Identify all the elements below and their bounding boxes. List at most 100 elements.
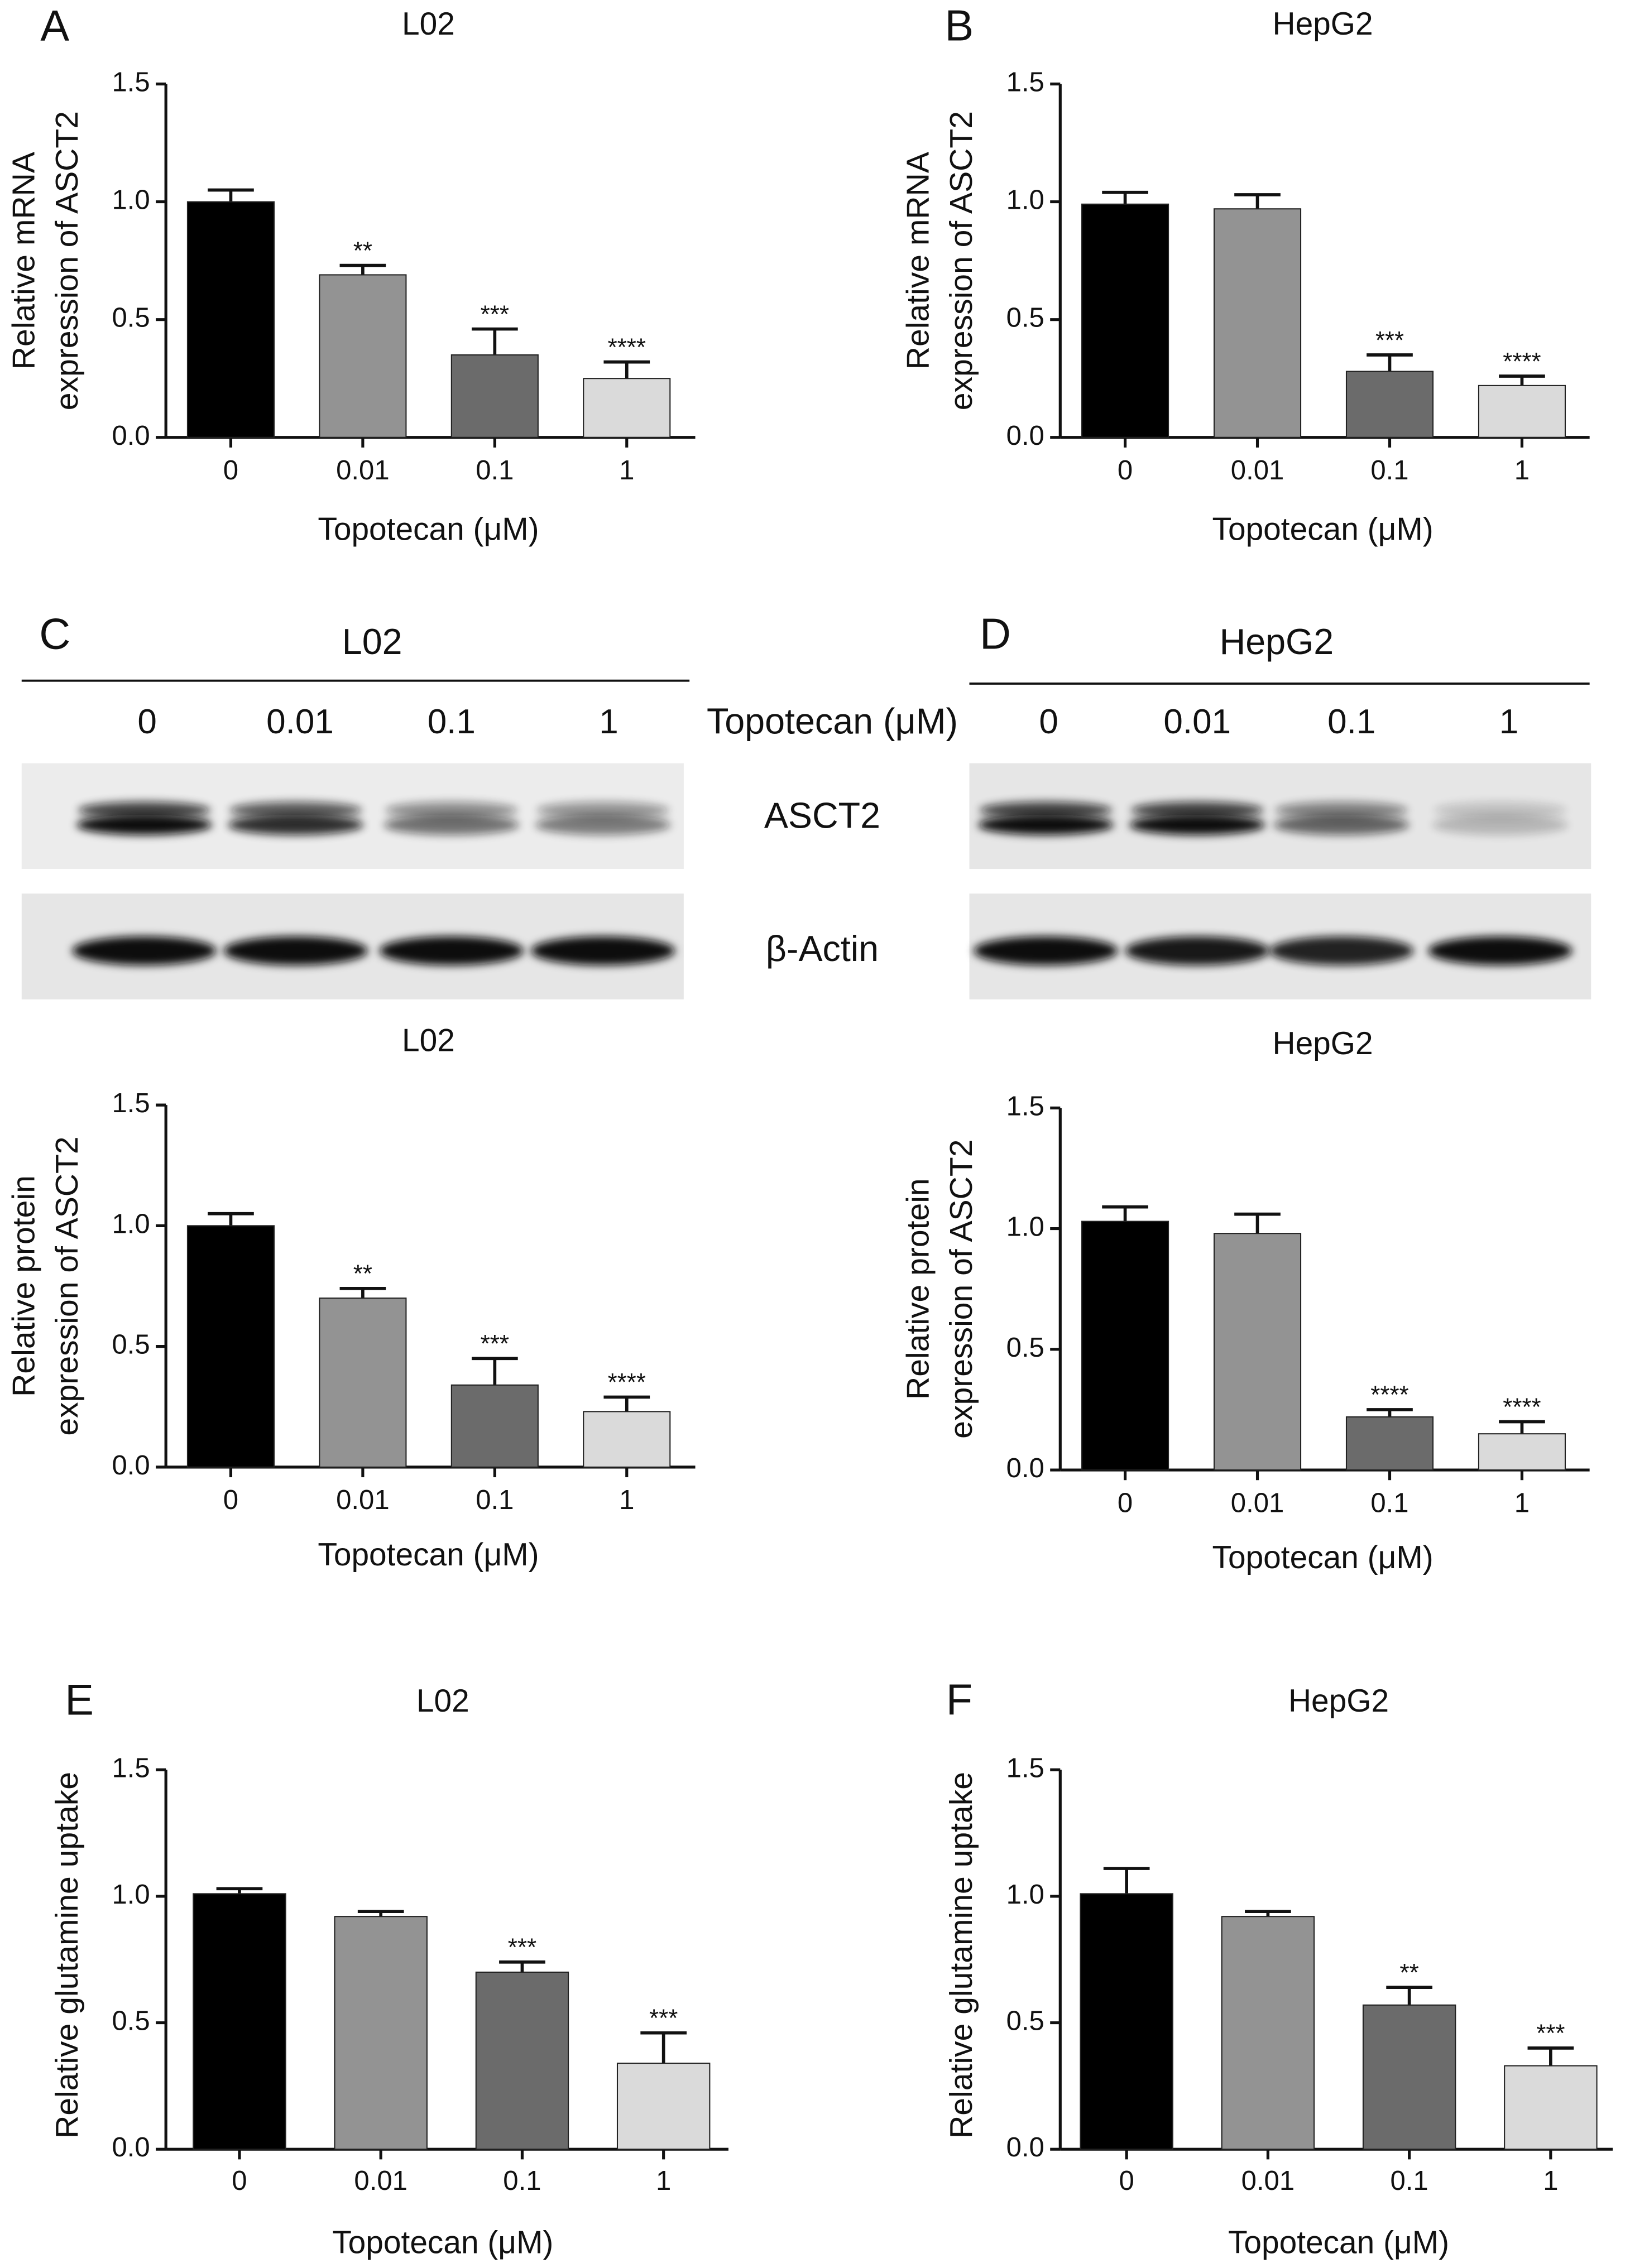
x-tick-label: 1: [1514, 1487, 1530, 1518]
bar: [186, 201, 275, 438]
band: [535, 814, 671, 835]
band: [78, 801, 211, 819]
x-tick-label: 0.1: [476, 1484, 514, 1515]
y-tick-label: 0.5: [112, 302, 150, 333]
bar: [186, 1225, 275, 1468]
bar: [1478, 1433, 1566, 1471]
significance: ****: [608, 1369, 646, 1396]
bar: [319, 274, 407, 438]
x-axis-label: Topotecan (μM): [1212, 511, 1434, 547]
significance: ***: [481, 301, 509, 328]
y-tick-label: 0.5: [112, 1329, 150, 1360]
bar: [1213, 208, 1302, 438]
band: [229, 801, 362, 819]
chart-title: L02: [416, 1683, 469, 1719]
panel-letter: F: [946, 1676, 972, 1724]
y-tick-label: 1.0: [112, 1879, 150, 1910]
y-axis-label: Relative glutamine uptake: [49, 1772, 85, 2139]
x-tick-label: 0.01: [336, 455, 390, 486]
x-tick-label: 0: [223, 1484, 238, 1515]
y-tick-label: 0.5: [1006, 302, 1044, 333]
x-tick-label: 0.1: [1391, 2165, 1428, 2196]
bar: [1504, 2065, 1598, 2150]
blot-title: L02: [342, 621, 402, 662]
panel-letter: D: [980, 610, 1011, 658]
y-tick-label: 1.5: [112, 1088, 150, 1118]
chart-title: L02: [402, 1022, 455, 1058]
band: [1269, 936, 1414, 965]
significance: ***: [481, 1330, 509, 1357]
lane-label: 0.01: [1163, 703, 1231, 741]
band: [1130, 801, 1264, 819]
significance: ***: [1536, 2020, 1565, 2047]
band: [1428, 936, 1573, 965]
x-tick-label: 1: [619, 455, 634, 486]
significance: ***: [1375, 326, 1404, 354]
x-tick-label: 1: [656, 2165, 671, 2196]
x-tick-label: 1: [619, 1484, 634, 1515]
bar: [1221, 1916, 1315, 2150]
y-axis-label: expression of ASCT2: [943, 1140, 979, 1439]
bar: [319, 1298, 407, 1468]
significance: ****: [1503, 348, 1541, 375]
significance: ****: [608, 334, 646, 361]
y-tick-label: 0.5: [112, 2005, 150, 2036]
band: [228, 814, 364, 835]
x-axis-label: Topotecan (μM): [332, 2224, 553, 2260]
bar: [450, 1384, 539, 1468]
band: [536, 801, 670, 819]
x-axis-label: Topotecan (μM): [1212, 1540, 1434, 1575]
band: [530, 936, 675, 965]
x-tick-label: 1: [1543, 2165, 1558, 2196]
band: [1275, 801, 1408, 819]
panel-letter: B: [945, 2, 974, 50]
y-tick-label: 0.5: [1006, 1332, 1044, 1363]
y-tick-label: 1.0: [1006, 1211, 1044, 1242]
chart-title: L02: [402, 6, 455, 42]
lane-label: 1: [1499, 703, 1518, 741]
bar: [1081, 203, 1169, 438]
y-tick-label: 1.0: [112, 185, 150, 215]
y-tick-label: 0.0: [112, 2132, 150, 2163]
significance: **: [353, 1260, 372, 1287]
panel-letter: C: [39, 610, 70, 658]
bar: [583, 378, 671, 438]
significance: ***: [508, 1934, 536, 1961]
y-tick-label: 0.0: [1006, 2132, 1044, 2163]
bar: [583, 1411, 671, 1468]
x-axis-label: Topotecan (μM): [318, 1537, 539, 1573]
x-tick-label: 0: [1119, 2165, 1134, 2196]
y-tick-label: 0.0: [112, 420, 150, 451]
bar: [1345, 371, 1434, 438]
band: [1432, 814, 1568, 835]
row-label: β-Actin: [766, 928, 879, 969]
significance: **: [353, 237, 372, 265]
lane-label: 1: [599, 703, 618, 741]
bar: [1478, 385, 1566, 438]
x-axis-label: Topotecan (μM): [1228, 2224, 1449, 2260]
bar: [475, 1971, 569, 2150]
panel-letter: A: [40, 2, 69, 50]
lane-label: 0.1: [1327, 703, 1375, 741]
bar: [1362, 2004, 1456, 2150]
y-tick-label: 1.0: [1006, 1879, 1044, 1910]
x-tick-label: 0.01: [354, 2165, 408, 2196]
y-tick-label: 0.0: [1006, 420, 1044, 451]
x-tick-label: 0.1: [503, 2165, 541, 2196]
x-axis-label: Topotecan (μM): [318, 511, 539, 547]
band: [1273, 814, 1410, 835]
chart-title: HepG2: [1288, 1683, 1389, 1719]
y-axis-label: Relative mRNA: [6, 152, 42, 369]
band: [979, 801, 1113, 819]
y-tick-label: 1.5: [112, 66, 150, 97]
bar: [616, 2063, 711, 2150]
y-tick-label: 1.5: [112, 1752, 150, 1783]
x-tick-label: 0: [1118, 1487, 1133, 1518]
y-tick-label: 1.0: [1006, 185, 1044, 215]
y-axis-label: Relative protein: [6, 1175, 42, 1397]
x-tick-label: 1: [1514, 455, 1530, 486]
chart-title: HepG2: [1273, 6, 1373, 42]
lane-label: 0.1: [428, 703, 476, 741]
significance: ****: [1370, 1381, 1408, 1409]
